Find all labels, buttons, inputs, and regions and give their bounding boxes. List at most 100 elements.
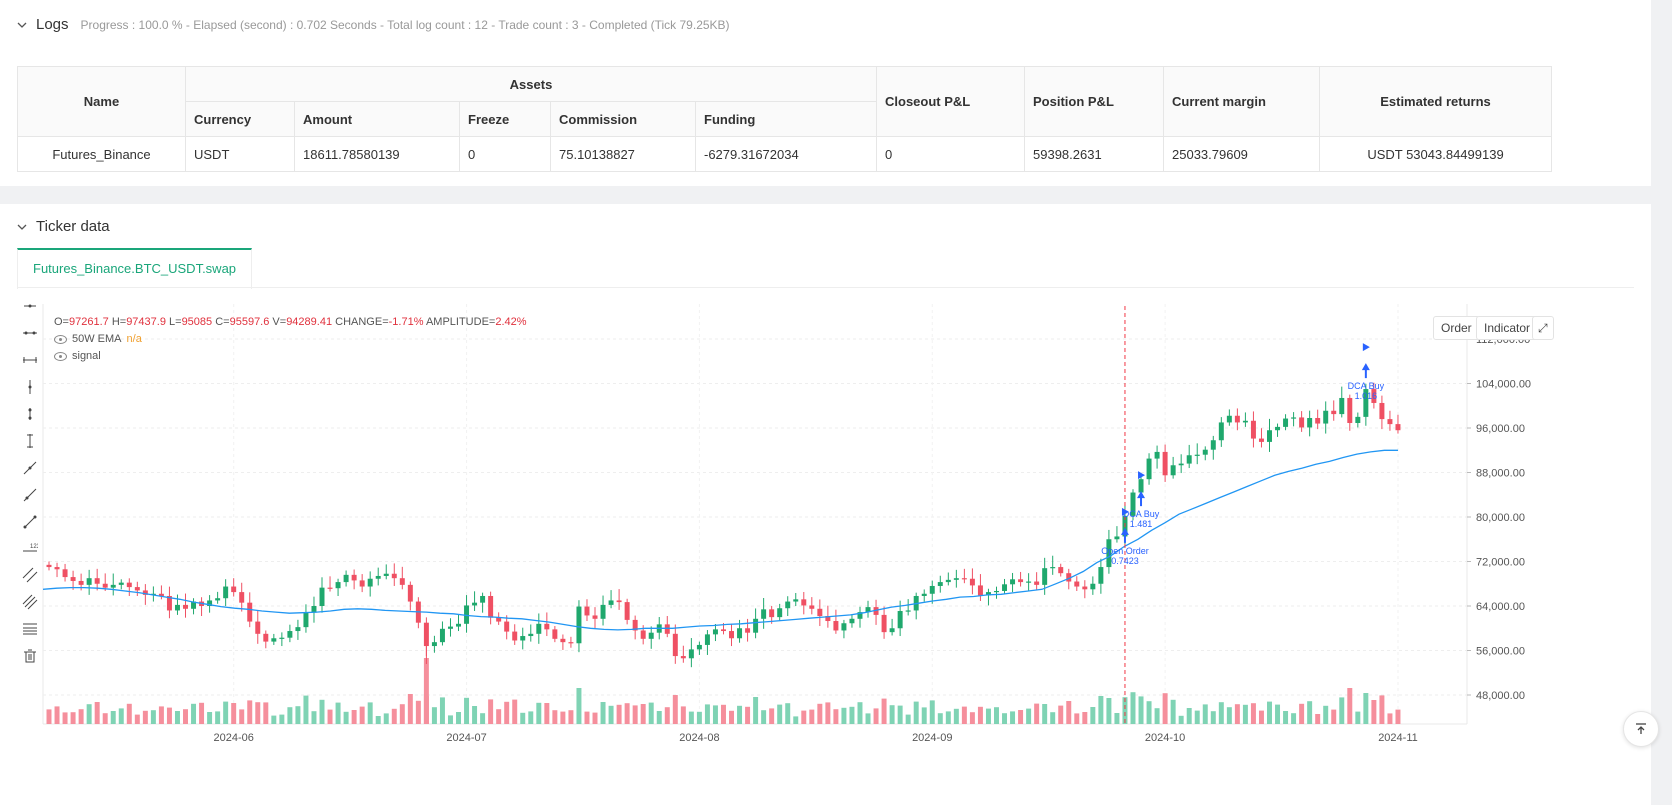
candle [1106,539,1112,568]
volume-bar [696,711,702,724]
vertical-line-icon[interactable] [20,377,40,397]
volume-bar [303,695,309,724]
back-to-top-icon[interactable] [1623,711,1659,747]
ticker-header[interactable]: Ticker data [16,218,110,235]
volume-bar [1002,713,1008,724]
vertical-segment-icon[interactable] [20,404,40,424]
candle [102,583,108,588]
legend-signal[interactable]: signal [54,350,101,362]
candle [1347,397,1353,423]
candle [70,577,76,581]
candle [801,599,807,606]
candle [1202,449,1208,455]
candle [504,621,510,632]
candle [1170,465,1176,476]
candle [1186,455,1192,464]
candle [969,578,975,586]
trash-icon[interactable] [20,646,40,666]
volume-bar [231,703,237,724]
volume-bar [102,713,108,724]
candle [640,630,646,639]
order-button[interactable]: Order [1433,316,1480,340]
parallel-channel-icon[interactable] [20,565,40,585]
trend-line-icon[interactable] [20,458,40,478]
tab-btc-usdt-swap[interactable]: Futures_Binance.BTC_USDT.swap [17,248,253,289]
fib-lines-icon[interactable] [20,619,40,639]
candle [600,604,606,619]
volume-bar [712,705,718,724]
candle [1090,583,1096,590]
legend-ema[interactable]: 50W EMA n/a [54,333,142,345]
ohlc-close: 95597.6 [229,316,270,328]
candle [158,593,164,596]
vertical-extended-icon[interactable] [20,431,40,451]
candle [423,622,429,647]
candle [1371,389,1377,403]
volume-bar [753,697,759,724]
candle [1315,417,1321,424]
volume-bar [142,710,148,724]
volume-bar [480,713,486,724]
volume-bar [1218,702,1224,724]
volume-bar [552,710,558,724]
eye-icon[interactable] [54,334,67,344]
candle [46,564,52,568]
fullscreen-icon[interactable]: ⤢ [1532,316,1554,340]
chevron-down-icon[interactable] [16,221,28,233]
pitchfork-icon[interactable] [20,592,40,612]
volume-bar [809,709,815,724]
price-line-icon[interactable]: 123 [20,538,40,558]
volume-bar [1018,710,1024,724]
volume-bar [769,708,775,724]
candle [994,590,999,593]
candle [1283,418,1289,427]
horizontal-ray-icon[interactable] [20,296,40,316]
candle [367,578,373,587]
candle [1050,567,1056,569]
buy-arrow-icon [1361,363,1370,379]
candle [729,631,735,639]
candle [54,567,60,570]
candle [343,574,349,583]
candle [672,633,678,657]
candle [1395,424,1401,431]
ray-line-icon[interactable] [20,485,40,505]
legend-signal-name: signal [72,350,101,362]
logs-header[interactable]: Logs Progress : 100.0 % - Elapsed (secon… [16,16,730,33]
eye-icon[interactable] [54,351,67,361]
indicator-button[interactable]: Indicator [1476,316,1539,340]
volume-bar [343,711,349,724]
chevron-down-icon[interactable] [16,19,28,31]
volume-bar [1291,713,1297,724]
candle [456,623,461,627]
candle [223,586,229,599]
segment-icon[interactable] [20,512,40,532]
extended-line-icon[interactable] [20,350,40,370]
candle [86,578,92,585]
candle [720,629,726,632]
col-position: Position P&L [1024,66,1164,137]
y-tick-label: 88,000.00 [1476,468,1525,480]
cell-closeout: 0 [876,136,1025,172]
volume-bar [745,706,751,724]
candle [632,619,638,631]
volume-bar [279,714,285,724]
volume-bar [632,705,638,724]
volume-bar [54,706,60,724]
volume-bar [174,711,180,724]
candle [1074,581,1080,587]
candle [1291,417,1297,419]
candle [873,607,879,615]
candle [375,575,381,579]
candle [1146,458,1152,480]
volume-bar [994,707,999,724]
candle [399,578,405,585]
volume-bar [367,702,373,724]
horizontal-line-icon[interactable] [20,323,40,343]
cell-name: Futures_Binance [17,136,186,172]
volume-bar [1130,692,1136,724]
volume-bar [600,702,606,724]
volume-bar [1074,713,1080,724]
candle [576,606,582,644]
